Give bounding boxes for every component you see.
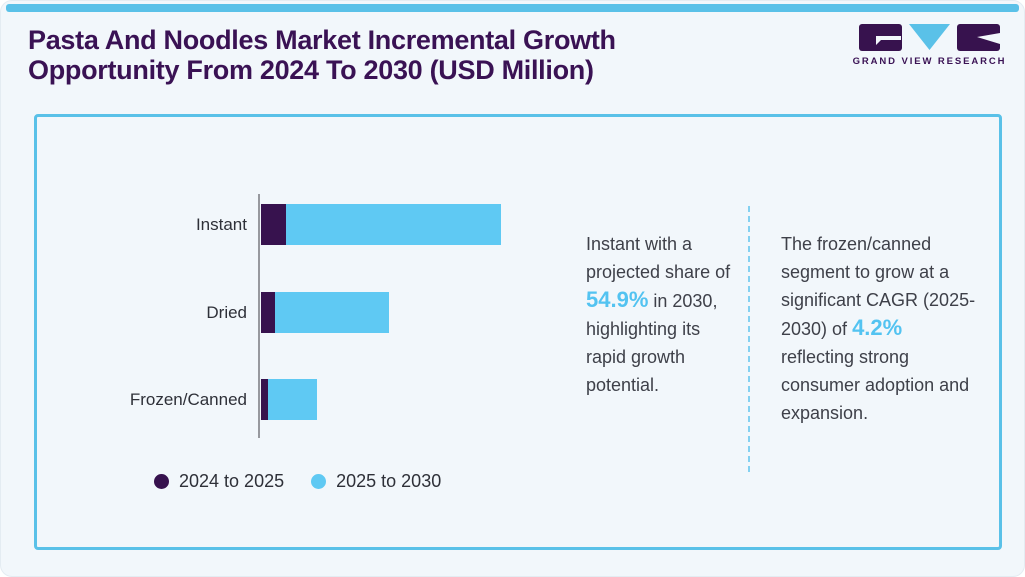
insight-text: Instant with a projected share of (586, 234, 731, 282)
category-label: Frozen/Canned (129, 389, 247, 409)
brand-name: GRAND VIEW RESEARCH (852, 56, 1007, 67)
chart-panel: Instant Dried Frozen/Canned 2024 to 2025 2… (34, 114, 1002, 550)
bar-segment-2025-to-2030 (286, 204, 501, 245)
bar-stack (261, 292, 389, 333)
legend-label: 2024 to 2025 (179, 470, 285, 491)
bar-segment-2024-to-2025 (261, 204, 286, 245)
legend-swatch-2024-2025 (154, 473, 169, 489)
insight-text: in 2030, highlighting its rapid growth p… (586, 291, 718, 395)
gvr-logo-icon (859, 24, 1000, 51)
insight-text: The frozen/canned segment to grow at a s… (781, 234, 976, 339)
bar-segment-2025-to-2030 (268, 379, 317, 420)
insight-highlight-value: 4.2% (852, 315, 903, 340)
bar-stack (261, 204, 501, 245)
bar-stack (261, 379, 317, 420)
bar-segment-2025-to-2030 (275, 292, 389, 333)
bar-segment-2024-to-2025 (261, 292, 275, 333)
y-axis-line (258, 194, 260, 438)
legend-swatch-2025-2030 (311, 473, 327, 489)
insight-highlight-value: 54.9% (586, 287, 649, 312)
page-title: Pasta And Noodles Market Incremental Gro… (28, 25, 616, 85)
bar-segment-2024-to-2025 (261, 379, 268, 420)
legend-label: 2025 to 2030 (336, 470, 442, 491)
insight-frozen-canned: The frozen/canned segment to grow at a s… (781, 230, 976, 427)
insight-instant: Instant with a projected share of 54.9% … (586, 230, 741, 399)
dashed-divider (748, 206, 750, 472)
legend: 2024 to 2025 2025 to 2030 (154, 471, 441, 492)
top-accent-bar (6, 4, 1019, 12)
category-label: Dried (206, 302, 247, 322)
legend-item-2025-2030: 2025 to 2030 (311, 471, 441, 492)
legend-item-2024-2025: 2024 to 2025 (154, 471, 284, 492)
category-label: Instant (195, 214, 247, 234)
brand-logo: GRAND VIEW RESEARCH (853, 24, 1005, 67)
insight-text: reflecting strong consumer adoption and … (781, 347, 970, 423)
